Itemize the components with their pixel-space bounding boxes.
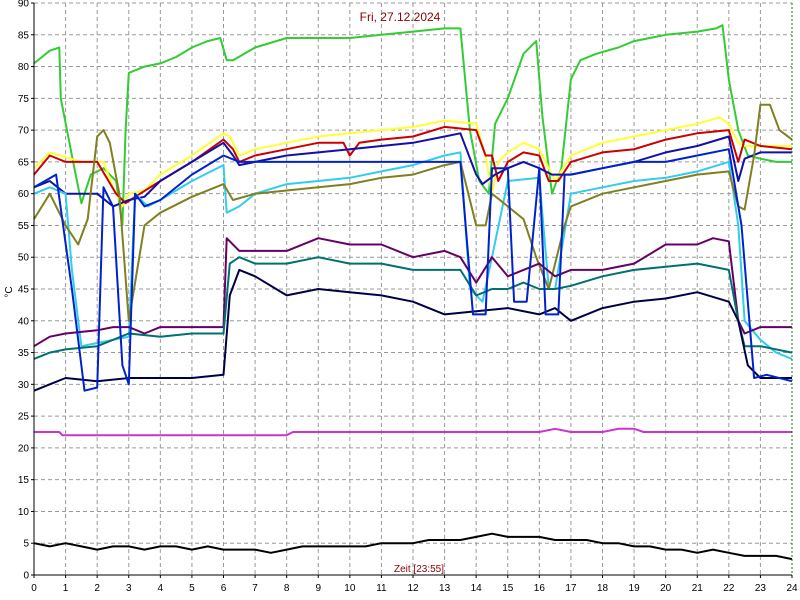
series-line-6 (33, 103, 793, 322)
x-tick-label: 18 (597, 583, 609, 594)
x-tick-label: 2 (94, 583, 100, 594)
y-tick-label: 25 (18, 412, 30, 423)
y-tick-label: 15 (18, 475, 30, 486)
y-tick-label: 45 (18, 285, 30, 296)
series-line-8 (33, 256, 793, 360)
x-tick-label: 4 (158, 583, 164, 594)
x-tick-label: 21 (692, 583, 704, 594)
x-tick-label: 3 (126, 583, 132, 594)
x-tick-label: 20 (660, 583, 672, 594)
series-line-4 (33, 132, 792, 208)
y-tick-label: 0 (23, 571, 29, 582)
x-tick-label: 10 (344, 583, 356, 594)
x-tick-label: 6 (221, 583, 227, 594)
x-tick-label: 14 (471, 583, 483, 594)
x-tick-label: 7 (252, 583, 258, 594)
y-tick-label: 5 (23, 539, 29, 550)
x-tick-label: 23 (755, 583, 767, 594)
chart-title: Fri, 27.12.2024 (360, 10, 441, 24)
series-line-5 (33, 151, 793, 360)
y-tick-label: 85 (18, 30, 30, 41)
y-tick-label: 55 (18, 221, 30, 232)
y-tick-label: 40 (18, 316, 30, 327)
series-layer (33, 24, 793, 561)
x-tick-label: 0 (31, 583, 37, 594)
y-tick-label: 90 (18, 0, 30, 10)
x-tick-label: 1 (63, 583, 69, 594)
x-tick-label: 19 (629, 583, 641, 594)
y-tick-label: 75 (18, 94, 30, 105)
x-tick-label: 8 (284, 583, 290, 594)
x-tick-label: 12 (407, 583, 419, 594)
series-line-9 (33, 268, 792, 392)
x-tick-label: 22 (723, 583, 735, 594)
x-tick-label: 11 (376, 583, 387, 594)
x-tick-label: 15 (502, 583, 514, 594)
x-tick-label: 13 (439, 583, 451, 594)
y-tick-label: 10 (18, 507, 30, 518)
x-tick-label: 17 (565, 583, 577, 594)
x-tick-label: 9 (315, 583, 321, 594)
y-tick-label: 50 (18, 253, 30, 264)
y-tick-label: 60 (18, 189, 30, 200)
y-tick-label: 65 (18, 157, 30, 168)
series-line-7 (33, 237, 792, 348)
series-line-2 (33, 116, 792, 208)
axes (31, 2, 793, 578)
series-line-3 (33, 125, 793, 205)
x-tick-label: 16 (534, 583, 546, 594)
y-axis-label: °C (4, 286, 15, 297)
y-tick-label: 30 (18, 380, 30, 391)
series-line-11 (34, 427, 792, 437)
series-line-12 (33, 532, 793, 561)
series-line-10 (33, 148, 793, 392)
y-tick-label: 20 (18, 443, 30, 454)
x-axis-label: Zeit [23:55] (394, 564, 444, 575)
x-tick-label: 24 (786, 583, 798, 594)
y-tick-label: 80 (18, 62, 30, 73)
y-tick-label: 35 (18, 348, 30, 359)
y-tick-label: 70 (18, 126, 30, 137)
x-tick-label: 5 (189, 583, 195, 594)
